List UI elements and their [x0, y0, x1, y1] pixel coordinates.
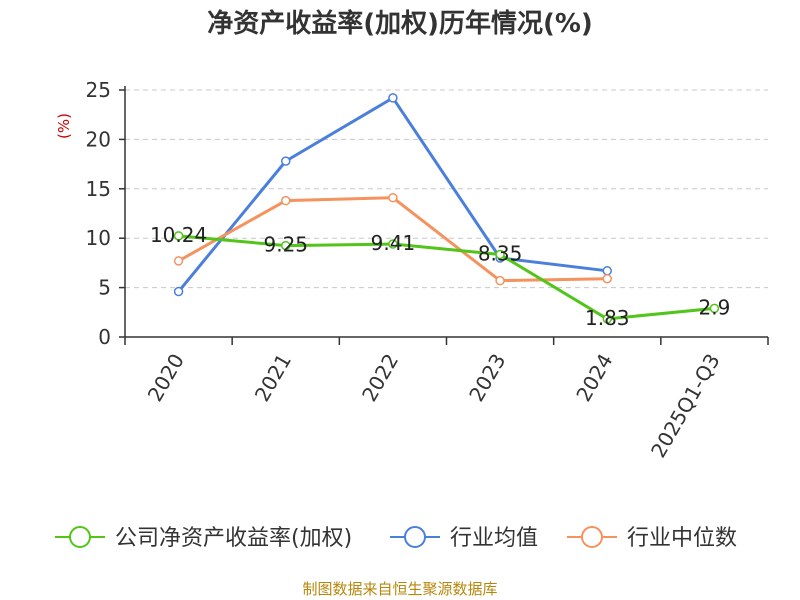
series-point-0: [495, 249, 505, 260]
series-point-1: [173, 286, 184, 297]
chart-title: 净资产收益率(加权)历年情况(%): [207, 8, 593, 39]
series-point-0: [281, 240, 291, 251]
legend-swatch-marker: [69, 526, 91, 548]
y-axis-label: (%): [55, 113, 73, 139]
source-note: 制图数据来自恒生聚源数据库: [302, 580, 497, 598]
data-label: 9.25: [263, 233, 308, 257]
data-label: 1.83: [585, 306, 630, 330]
series-point-2: [173, 256, 184, 266]
legend-label: 行业均值: [450, 526, 538, 551]
x-tick-label: 2024: [571, 350, 617, 406]
series-point-1: [281, 156, 291, 166]
axes: 0 5 10 15 20 25 2020 2021 2022 2023 2024 2025Q1-Q3: [86, 78, 769, 462]
data-label: 8.35: [478, 242, 523, 266]
series-line-0: [178, 234, 715, 321]
series-lines: [173, 93, 720, 324]
x-tick-label: 2025Q1-Q3: [646, 350, 725, 462]
series-point-1: [602, 266, 612, 276]
series-point-0: [602, 314, 612, 324]
y-tick-label: 5: [98, 276, 111, 300]
series-point-2: [388, 192, 398, 203]
series-point-0: [173, 231, 184, 241]
data-labels: 10.24 9.25 9.41 8.35 1.83 2.9: [150, 223, 730, 330]
x-tick-label: 2020: [143, 350, 189, 406]
data-label: 9.41: [371, 231, 416, 255]
x-tick-label: 2023: [464, 350, 510, 406]
legend-swatch-marker: [404, 526, 426, 548]
data-label: 2.9: [699, 295, 731, 319]
legend-label: 行业中位数: [627, 526, 737, 551]
x-tick-label: 2021: [250, 350, 296, 406]
y-tick-label: 20: [86, 127, 111, 151]
data-label: 10.24: [150, 223, 207, 247]
y-tick-label: 15: [86, 177, 111, 201]
gridlines: [125, 89, 768, 289]
legend-swatch-marker: [581, 526, 603, 548]
series-point-1: [388, 93, 398, 103]
x-tick-label: 2022: [357, 350, 403, 406]
y-tick-label: 0: [98, 325, 111, 349]
series-point-2: [281, 195, 291, 206]
y-tick-label: 10: [86, 226, 111, 250]
series-point-2: [602, 273, 612, 284]
legend-label: 公司净资产收益率(加权): [115, 526, 352, 551]
series-point-0: [709, 303, 720, 314]
series-point-0: [388, 239, 398, 249]
series-point-2: [495, 275, 505, 286]
legend: 公司净资产收益率(加权) 行业均值 行业中位数: [55, 526, 737, 551]
y-tick-label: 25: [86, 78, 111, 102]
